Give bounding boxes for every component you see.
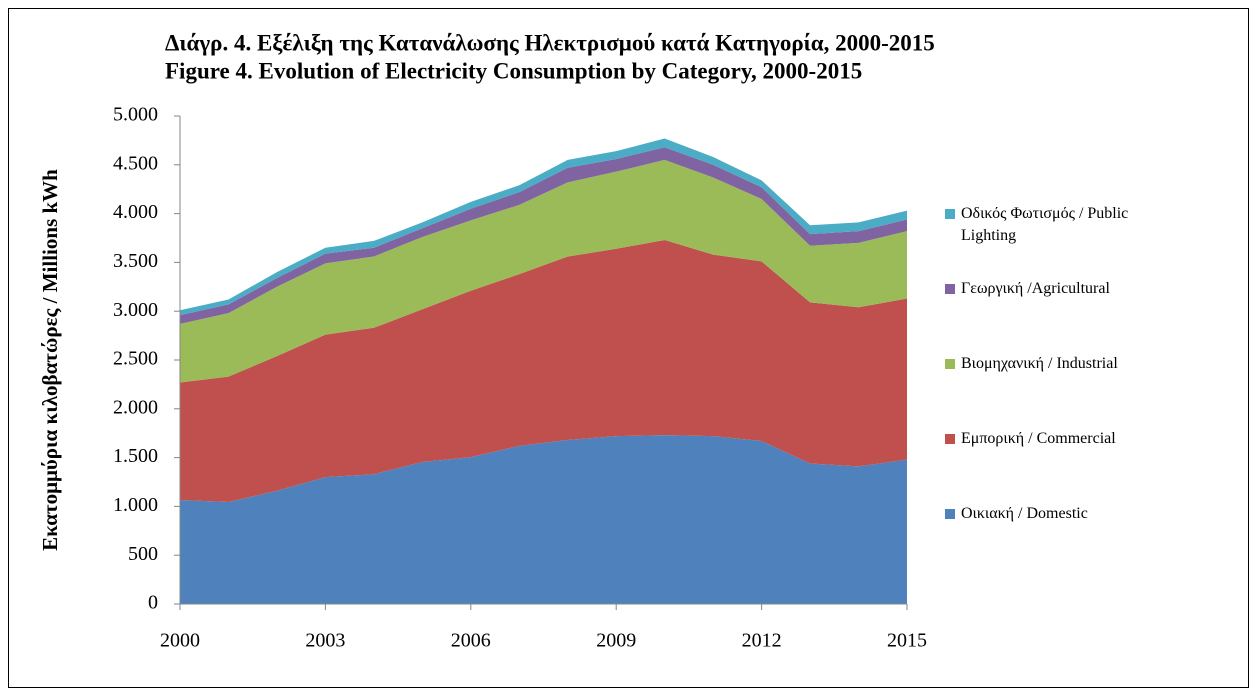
x-tick-label: 2000 bbox=[160, 630, 200, 652]
chart-title: Διάγρ. 4. Εξέλιξη της Κατανάλωσης Ηλεκτρ… bbox=[165, 30, 935, 55]
legend-label: Οδικός Φωτισμός / Public Lighting bbox=[961, 205, 1129, 244]
area bbox=[180, 435, 907, 604]
legend-swatch bbox=[945, 509, 955, 519]
frame bbox=[8, 8, 1249, 688]
legend-item: Οικιακή / Domestic bbox=[945, 503, 1176, 525]
chart-subtitle: Figure 4. Evolution of Electricity Consu… bbox=[165, 58, 862, 83]
x-tick-label: 2006 bbox=[451, 630, 491, 652]
legend-swatch bbox=[945, 434, 955, 444]
y-tick-label: 2.000 bbox=[113, 396, 158, 418]
legend-item: Εμπορική / Commercial bbox=[945, 428, 1176, 450]
area bbox=[180, 159, 907, 383]
legend-swatch bbox=[945, 359, 955, 369]
legend-label: Γεωργική /Agricultural bbox=[961, 280, 1110, 297]
area bbox=[180, 138, 907, 316]
y-tick-label: 1.000 bbox=[113, 494, 158, 516]
legend-label: Οικιακή / Domestic bbox=[961, 505, 1088, 522]
area bbox=[180, 239, 907, 503]
y-tick-label: 500 bbox=[128, 543, 158, 565]
y-tick-label: 4.000 bbox=[113, 201, 158, 223]
y-tick-label: 0 bbox=[148, 592, 158, 614]
legend-label: Βιομηχανική / Industrial bbox=[961, 355, 1118, 372]
legend-swatch bbox=[945, 209, 955, 219]
legend-item: Γεωργική /Agricultural bbox=[945, 278, 1176, 300]
y-tick-label: 4.500 bbox=[113, 152, 158, 174]
legend-label: Εμπορική / Commercial bbox=[961, 430, 1116, 447]
x-tick-label: 2009 bbox=[596, 630, 636, 652]
legend-item: Βιομηχανική / Industrial bbox=[945, 353, 1176, 375]
y-axis-label: Εκατομμύρια κιλοβατώρες / Millions kWh bbox=[38, 169, 62, 551]
y-tick-label: 3.500 bbox=[113, 250, 158, 272]
y-tick-label: 3.000 bbox=[113, 299, 158, 321]
legend-swatch bbox=[945, 284, 955, 294]
y-tick-label: 2.500 bbox=[113, 348, 158, 370]
area bbox=[180, 147, 907, 324]
x-tick-label: 2003 bbox=[305, 630, 345, 652]
y-tick-label: 1.500 bbox=[113, 445, 158, 467]
x-tick-label: 2015 bbox=[887, 630, 927, 652]
legend-item: Οδικός Φωτισμός / Public Lighting bbox=[945, 203, 1176, 247]
x-tick-label: 2012 bbox=[742, 630, 782, 652]
y-tick-label: 5.000 bbox=[113, 104, 158, 126]
